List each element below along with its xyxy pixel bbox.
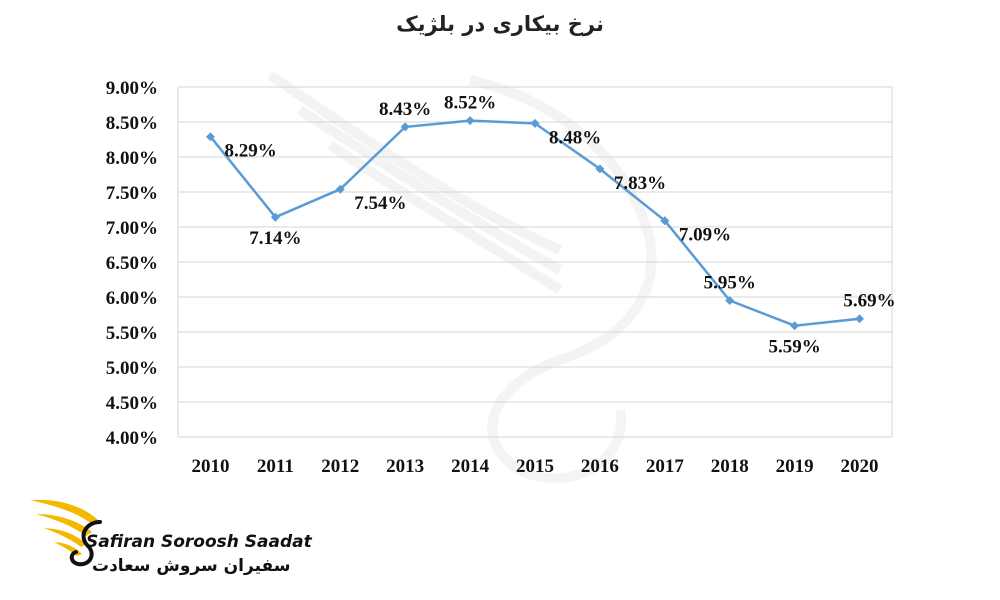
data-label: 7.09% (679, 225, 731, 246)
x-tick-label: 2013 (386, 456, 424, 477)
data-point-marker (725, 296, 735, 305)
data-point-marker (660, 216, 670, 226)
series-line (209, 119, 860, 327)
data-label: 7.14% (249, 228, 301, 249)
data-label: 5.69% (843, 291, 895, 312)
x-tick-label: 2019 (776, 456, 814, 477)
x-axis-ticks: 2010 2011 2012 2013 2014 2015 2016 2017 2018 2019… (191, 456, 878, 477)
logo-name-persian: سفیران سروش سعادت (92, 556, 291, 576)
y-tick-label: 8.00% (106, 148, 158, 169)
series-markers (205, 116, 865, 331)
y-tick-label: 6.00% (106, 288, 158, 309)
data-label: 8.52% (444, 93, 496, 114)
y-tick-label: 8.50% (106, 113, 158, 134)
y-tick-label: 5.00% (106, 358, 158, 379)
data-label: 5.95% (704, 273, 756, 294)
data-point-marker (790, 321, 800, 331)
x-tick-label: 2012 (321, 456, 359, 477)
chart-title: نرخ بیکاری در بلژیک (396, 12, 604, 36)
y-tick-label: 6.50% (106, 253, 158, 274)
logo-name-english: Safiran Soroosh Saadat (86, 532, 312, 552)
x-tick-label: 2010 (191, 456, 229, 477)
wing-swan-logo-icon (30, 499, 102, 567)
data-label: 7.54% (354, 193, 406, 214)
y-tick-label: 4.50% (106, 393, 158, 414)
data-label: 8.43% (379, 99, 431, 120)
x-tick-label: 2018 (711, 456, 749, 477)
y-axis-ticks: 4.00% 4.50% 5.00% 5.50% 6.00% 6.50% 7.00% 7.50%… (106, 78, 158, 449)
data-point-marker (530, 118, 540, 128)
data-label: 8.29% (224, 141, 276, 162)
x-tick-label: 2015 (516, 456, 554, 477)
data-point-marker (335, 184, 345, 194)
y-tick-label: 9.00% (106, 78, 158, 99)
x-tick-label: 2017 (646, 456, 685, 477)
data-point-marker (595, 164, 605, 174)
data-label: 5.59% (769, 337, 821, 358)
data-labels: 8.29% 7.14% 7.54% 8.43% 8.52% 8.48% 7.83% 7.09%… (224, 93, 895, 358)
x-tick-label: 2020 (841, 456, 879, 477)
data-point-marker (855, 314, 865, 324)
data-label: 7.83% (614, 173, 666, 194)
y-tick-label: 7.00% (106, 218, 158, 239)
x-tick-label: 2016 (581, 456, 619, 477)
y-tick-label: 4.00% (106, 428, 158, 449)
x-tick-label: 2014 (451, 456, 490, 477)
grid-lines (177, 86, 893, 438)
data-point-marker (400, 122, 410, 132)
data-point-marker (205, 132, 215, 142)
x-tick-label: 2011 (257, 456, 294, 477)
y-tick-label: 5.50% (106, 323, 158, 344)
data-point-marker (270, 212, 280, 222)
y-tick-label: 7.50% (106, 183, 158, 204)
data-label: 8.48% (549, 127, 601, 148)
data-point-marker (465, 116, 475, 126)
